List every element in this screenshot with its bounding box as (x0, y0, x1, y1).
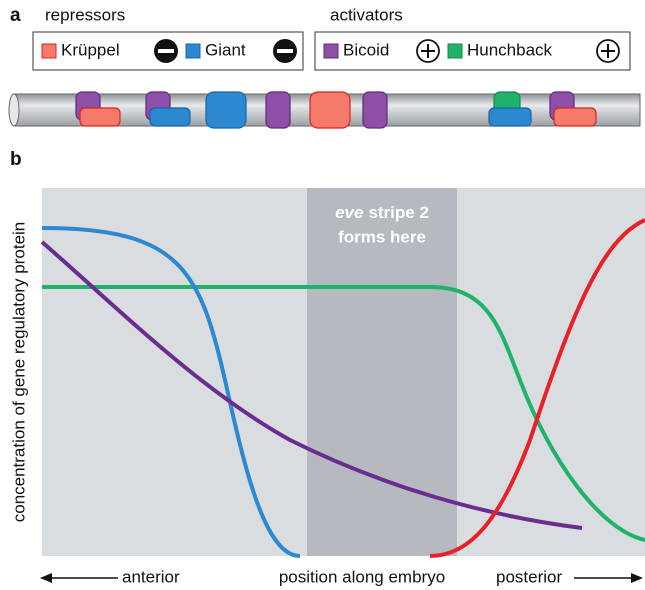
curves (40, 218, 645, 558)
panel-label: b (10, 149, 22, 170)
legend-swatch (447, 43, 463, 59)
x-label: anterior (122, 567, 180, 586)
legend-label: Krüppel (61, 40, 120, 59)
band-label: forms here (338, 227, 426, 246)
band-label-line: stripe 2 (368, 203, 428, 222)
plus-icon (416, 39, 440, 63)
x-label: posterior (496, 567, 562, 586)
arrow (631, 573, 643, 583)
panel-label: a (10, 5, 21, 26)
minus-icon (158, 49, 174, 53)
legend-swatch (323, 43, 339, 59)
legend-label: Hunchback (467, 40, 553, 59)
binding-sites (75, 91, 597, 129)
legend-label: Giant (205, 40, 246, 59)
group-title: activators (330, 5, 403, 24)
plus-icon (596, 39, 620, 63)
arrow (40, 573, 52, 583)
legend-label: Bicoid (343, 40, 389, 59)
y-axis-label: concentration of gene regulatory protein (9, 222, 28, 523)
band-label: eve stripe 2 (335, 203, 429, 222)
group-title: repressors (45, 5, 125, 24)
x-label: position along embryo (279, 567, 445, 586)
legend-box (314, 31, 631, 71)
band-label-italic: eve (335, 203, 363, 222)
legend-swatch (185, 43, 201, 59)
minus-icon (277, 49, 293, 53)
legend-swatch (41, 43, 57, 59)
dna-end (8, 93, 20, 127)
